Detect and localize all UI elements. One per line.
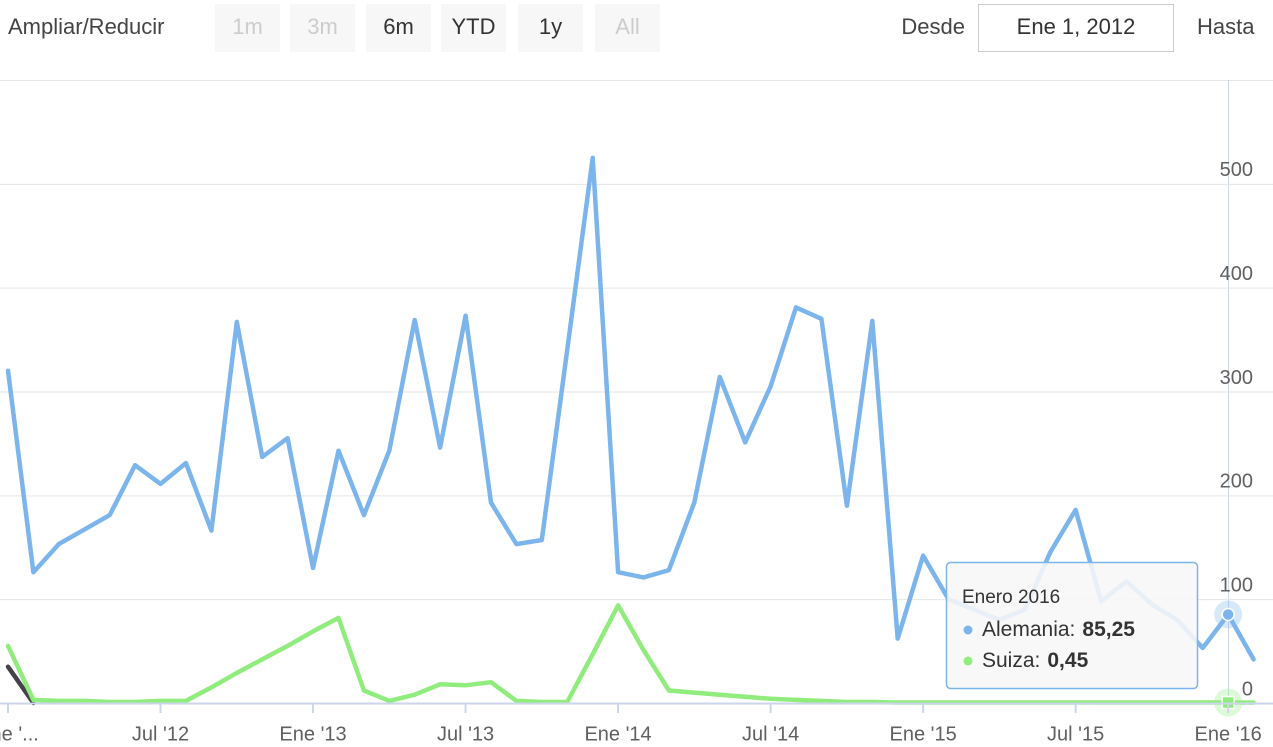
y-tick-label: 400 [1220,263,1253,285]
range-button[interactable] [441,4,506,52]
tooltip-row: Alemania: 85,25 [982,618,1135,641]
from-input[interactable] [978,4,1174,52]
tooltip-value: 85,25 [1082,618,1135,641]
range-button [290,4,355,52]
tooltip-dot [963,625,973,635]
tooltip-series: Suiza: [982,649,1040,672]
series-line [5,664,36,706]
range-button-label: 3m [307,14,338,39]
tooltip-series: Alemania: [982,618,1075,641]
grid: 0 100 200 300 400 500 [0,159,1273,700]
x-tick-label: Ene '16 [1195,723,1262,745]
range-button[interactable] [518,4,583,52]
tooltip-dot [963,656,973,666]
from-label: Desde [901,14,965,39]
tooltip-title: Enero 2016 [962,587,1060,608]
zoom-label: Ampliar/Reducir [8,14,165,39]
x-tick-label: Jul '14 [742,723,799,745]
range-button [215,4,280,52]
x-tick-label: Ene '15 [890,723,957,745]
hover-marker [1221,607,1235,622]
y-tick-label: 500 [1220,159,1253,181]
range-selector: Ampliar/Reducir Desde Ene 1, 2012 Hasta … [8,4,1255,52]
x-tick-label: Jul '12 [132,723,189,745]
tooltip-value: 0,45 [1047,649,1088,672]
range-button-label: All [615,14,639,39]
range-button-label[interactable]: 1y [539,14,562,39]
range-button-label[interactable]: YTD [452,14,496,39]
range-button-label[interactable]: 6m [383,14,414,39]
y-tick-label: 100 [1220,574,1253,596]
x-tick-label: Jul '15 [1047,723,1104,745]
to-label: Hasta [1197,14,1255,39]
range-button-label: 1m [232,14,263,39]
range-button[interactable] [366,4,431,52]
tooltip-row: Suiza: 0,45 [982,649,1089,672]
tooltip: Enero 2016 Alemania: 85,25 Suiza: 0,45 [945,561,1199,690]
from-value[interactable]: Ene 1, 2012 [1017,14,1136,39]
x-tick-label: Ene '14 [584,723,651,745]
x-axis: Ene '... Jul '12 Ene '13 Jul '13 Ene '14 Jul … [0,703,1262,745]
x-tick-label: Jul '13 [437,723,494,745]
tooltip-box [945,561,1199,690]
y-tick-label: 200 [1220,471,1253,493]
y-tick-label: 0 [1242,678,1253,700]
x-tick-label: Ene '... [0,723,39,745]
range-button [595,4,660,52]
y-tick-label: 300 [1220,367,1253,389]
x-tick-label: Ene '13 [279,723,346,745]
